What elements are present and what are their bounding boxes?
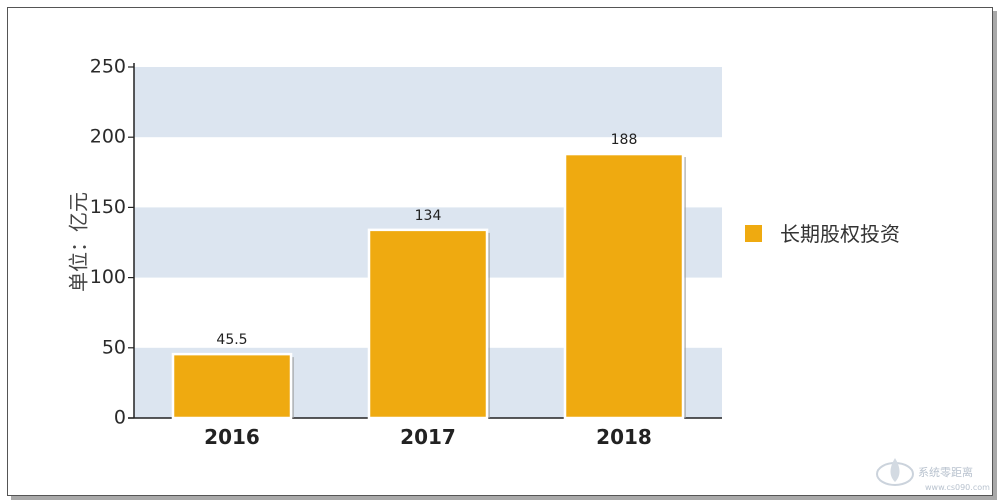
- y-axis-label: 单位：亿元: [67, 192, 91, 292]
- y-tick-labels: 0 50 100 150 200 250: [90, 56, 126, 429]
- y-tick-label: 150: [90, 196, 126, 218]
- watermark: 系统零距离 www.cs090.com: [876, 458, 990, 492]
- y-tick-label: 100: [90, 266, 126, 288]
- bar-2018: [563, 152, 685, 420]
- watermark-text: 系统零距离: [918, 465, 973, 479]
- x-tick-label-2018: 2018: [596, 425, 652, 449]
- data-label-2017: 134: [415, 208, 442, 224]
- background-band: [134, 67, 722, 138]
- x-tick-labels: 2016 2017 2018: [204, 425, 652, 449]
- data-label-2016: 45.5: [216, 332, 247, 348]
- bars: [171, 152, 686, 420]
- legend: 长期股权投资: [745, 222, 900, 246]
- watermark-site: www.cs090.com: [925, 483, 990, 492]
- bar-2016: [171, 352, 293, 420]
- x-tick-label-2017: 2017: [400, 425, 456, 449]
- legend-label: 长期股权投资: [780, 222, 900, 246]
- y-tick-label: 50: [102, 336, 126, 358]
- y-tick-label: 0: [114, 407, 126, 429]
- legend-swatch: [745, 225, 762, 242]
- y-tick-label: 250: [90, 56, 126, 78]
- y-tick-label: 200: [90, 126, 126, 148]
- data-labels: 45.5 134 188: [216, 132, 637, 348]
- data-label-2018: 188: [611, 132, 638, 148]
- x-tick-label-2016: 2016: [204, 425, 260, 449]
- watermark-logo-icon: [876, 458, 914, 486]
- bar-2017: [367, 228, 489, 420]
